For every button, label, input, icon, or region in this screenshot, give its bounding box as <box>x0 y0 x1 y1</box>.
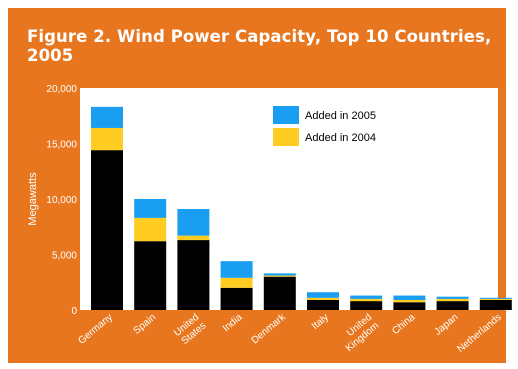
bars <box>91 106 512 310</box>
bar-base <box>220 287 253 310</box>
bar-added-2005 <box>220 261 253 278</box>
category-label: UnitedStates <box>172 312 208 347</box>
legend-label: Added in 2005 <box>305 110 376 122</box>
bar-added-2005 <box>177 208 210 236</box>
category-label: UnitedKingdom <box>337 312 381 354</box>
bar-added-2005 <box>350 295 383 299</box>
bar-base <box>436 301 469 310</box>
legend: Added in 2005 Added in 2004 <box>273 106 376 146</box>
y-tick-label: 20,000 <box>46 84 77 95</box>
category-label: Netherlands <box>455 312 503 355</box>
legend-swatch-added-2005 <box>273 106 299 124</box>
legend-label: Added in 2004 <box>305 132 376 144</box>
chart-title: Figure 2. Wind Power Capacity, Top 10 Co… <box>27 27 492 65</box>
bar-base <box>91 150 123 310</box>
bar-base <box>350 301 383 310</box>
bar-added-2004 <box>350 298 383 302</box>
bar-added-2005 <box>479 297 512 299</box>
bar-base <box>177 240 210 310</box>
category-label: Japan <box>433 312 461 338</box>
y-axis-label: Megawatts <box>27 172 39 226</box>
bar-base <box>307 300 339 310</box>
bar-added-2004 <box>436 298 469 302</box>
x-axis-labels: Germany Spain UnitedStates India Denmark Ital… <box>76 311 503 355</box>
y-tick-label: 10,000 <box>46 195 77 206</box>
bar-added-2005 <box>134 199 167 218</box>
category-label: China <box>390 312 417 338</box>
category-label: Denmark <box>250 311 289 346</box>
bar-added-2005 <box>263 273 296 276</box>
bar-added-2004 <box>91 127 123 151</box>
bar-added-2005 <box>436 296 469 299</box>
bar-added-2004 <box>479 298 512 301</box>
bar-added-2005 <box>91 106 123 128</box>
y-axis-ticks: 0 5,000 10,000 15,000 20,000 <box>46 84 77 317</box>
legend-swatch-added-2004 <box>273 128 299 146</box>
bar-base <box>263 276 296 310</box>
y-tick-label: 15,000 <box>46 140 77 151</box>
bar-added-2004 <box>134 217 167 242</box>
y-tick-label: 0 <box>71 306 77 317</box>
bar-added-2004 <box>393 300 426 303</box>
bar-base <box>479 300 512 310</box>
category-label: Italy <box>310 312 331 332</box>
bar-added-2004 <box>263 275 296 277</box>
bar-added-2004 <box>307 297 339 301</box>
bar-added-2005 <box>307 292 339 298</box>
bar-added-2005 <box>393 295 426 301</box>
bar-base <box>134 241 167 310</box>
category-label: India <box>221 312 245 335</box>
bar-base <box>393 302 426 310</box>
y-tick-label: 5,000 <box>52 251 77 262</box>
bar-added-2004 <box>220 277 253 288</box>
category-label: Spain <box>131 312 158 337</box>
category-label: Germany <box>76 312 115 347</box>
bar-added-2004 <box>177 235 210 241</box>
